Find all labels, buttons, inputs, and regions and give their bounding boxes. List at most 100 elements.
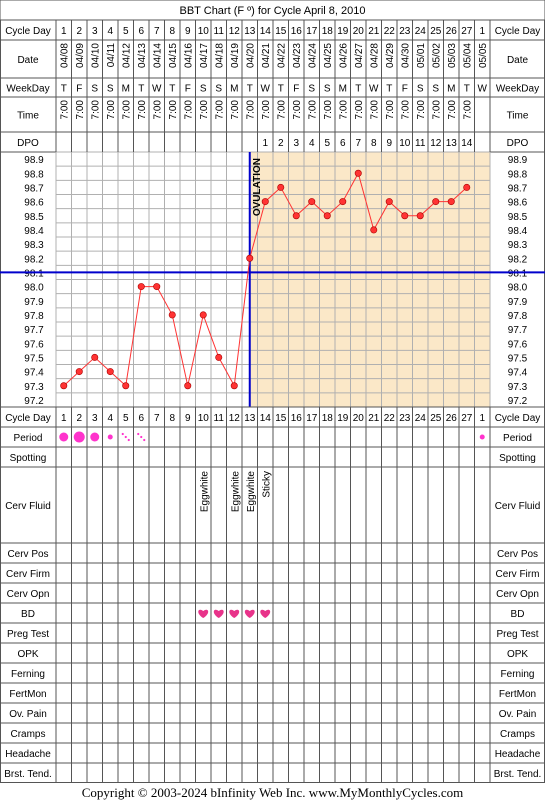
weekday-cell: S bbox=[308, 84, 315, 95]
weekday-cell: T bbox=[464, 84, 470, 95]
weekday-cell: T bbox=[355, 84, 361, 95]
dpo-cell: 13 bbox=[446, 138, 458, 149]
dpo-label-left: DPO bbox=[17, 138, 39, 149]
heart-icon bbox=[229, 609, 240, 618]
dpo-cell: 12 bbox=[430, 138, 442, 149]
dpo-cell: 2 bbox=[278, 138, 284, 149]
preg_test-label-right: Preg Test bbox=[496, 629, 538, 640]
cycle_day-cell: 20 bbox=[353, 26, 365, 37]
weekday-cell: T bbox=[386, 84, 392, 95]
cycle-day-cell-bottom: 21 bbox=[368, 413, 380, 424]
ferning-label-right: Ferning bbox=[501, 669, 535, 680]
weekday-cell: S bbox=[215, 84, 222, 95]
weekday-cell: M bbox=[447, 84, 455, 95]
cycle-day-cell-bottom: 25 bbox=[430, 413, 442, 424]
weekday-cell: S bbox=[432, 84, 439, 95]
preg_test-label-left: Preg Test bbox=[7, 629, 49, 640]
y-tick-right: 98.4 bbox=[508, 226, 528, 237]
cycle-day-cell-bottom: 9 bbox=[185, 413, 191, 424]
cycle_day-cell: 4 bbox=[107, 26, 113, 37]
cerv_opn-label-right: Cerv Opn bbox=[496, 589, 539, 600]
cycle_day-cell: 6 bbox=[138, 26, 144, 37]
time-cell: 7:00 bbox=[152, 100, 163, 120]
bd-label-right: BD bbox=[511, 609, 525, 620]
time-label-right: Time bbox=[507, 111, 529, 122]
date-label-left: Date bbox=[17, 55, 39, 66]
period-dot-icon bbox=[90, 432, 100, 442]
time-cell: 7:00 bbox=[75, 100, 86, 120]
temperature-point bbox=[447, 198, 455, 206]
spotting-label-right: Spotting bbox=[499, 453, 536, 464]
dpo-cell: 7 bbox=[355, 138, 361, 149]
cycle-day-cell-bottom: 22 bbox=[384, 413, 396, 424]
cycle-day-cell-bottom: 7 bbox=[154, 413, 160, 424]
date-cell: 04/20 bbox=[245, 43, 256, 68]
temperature-point bbox=[137, 283, 145, 291]
period-dot-icon bbox=[73, 431, 85, 443]
y-tick-right: 98.9 bbox=[508, 155, 528, 166]
y-tick-left: 98.8 bbox=[24, 169, 44, 180]
cycle_day-cell: 7 bbox=[154, 26, 160, 37]
weekday-cell: S bbox=[324, 84, 331, 95]
cycle_day-label-left: Cycle Day bbox=[5, 26, 51, 37]
temperature-point bbox=[323, 212, 331, 220]
chart-title: BBT Chart (F º) for Cycle April 8, 2010 bbox=[180, 5, 366, 17]
cycle-day-cell-bottom: 19 bbox=[337, 413, 349, 424]
date-cell: 04/28 bbox=[369, 43, 380, 68]
y-tick-left: 98.6 bbox=[24, 198, 44, 209]
date-cell: 04/23 bbox=[292, 43, 303, 68]
weekday-cell: M bbox=[122, 84, 130, 95]
fertmon-label-right: FertMon bbox=[499, 689, 536, 700]
cycle-day-cell-bottom: 24 bbox=[415, 413, 427, 424]
cycle-day-cell-bottom: 2 bbox=[76, 413, 82, 424]
title-bar bbox=[0, 0, 545, 20]
date-cell: 04/22 bbox=[276, 43, 287, 68]
weekday-cell: F bbox=[293, 84, 299, 95]
time-cell: 7:00 bbox=[199, 100, 210, 120]
y-tick-right: 98.6 bbox=[508, 198, 528, 209]
y-tick-left: 98.4 bbox=[24, 226, 44, 237]
cycle-day-cell-bottom: 5 bbox=[123, 413, 129, 424]
temperature-point bbox=[215, 353, 223, 361]
time-cell: 7:00 bbox=[261, 100, 272, 120]
cycle-day-cell-bottom: 8 bbox=[169, 413, 175, 424]
dpo-cell: 9 bbox=[386, 138, 392, 149]
cycle-day-cell-bottom: 4 bbox=[107, 413, 113, 424]
y-tick-right: 97.5 bbox=[508, 353, 528, 364]
cycle_day-cell: 21 bbox=[368, 26, 380, 37]
date-cell: 05/04 bbox=[462, 43, 473, 68]
cycle_day-cell: 16 bbox=[291, 26, 303, 37]
dpo-cell: 10 bbox=[399, 138, 411, 149]
fertmon-label-left: FertMon bbox=[9, 689, 46, 700]
y-tick-right: 98.5 bbox=[508, 212, 528, 223]
temperature-point bbox=[75, 368, 83, 376]
time-cell: 7:00 bbox=[214, 100, 225, 120]
ferning-label-left: Ferning bbox=[11, 669, 45, 680]
cycle_day-cell: 25 bbox=[430, 26, 442, 37]
time-cell: 7:00 bbox=[354, 100, 365, 120]
cycle_day-cell: 12 bbox=[229, 26, 241, 37]
cycle-day-cell-bottom: 1 bbox=[61, 413, 67, 424]
y-tick-left: 98.2 bbox=[24, 254, 44, 265]
weekday-label-right: WeekDay bbox=[496, 84, 539, 95]
dpo-cell: 3 bbox=[293, 138, 299, 149]
date-cell: 04/14 bbox=[152, 43, 163, 68]
cycle-day-cell-bottom: 3 bbox=[92, 413, 98, 424]
y-tick-left: 97.5 bbox=[24, 353, 44, 364]
date-cell: 04/11 bbox=[106, 43, 117, 68]
y-tick-right: 98.3 bbox=[508, 240, 528, 251]
cycle-day-cell-bottom: 20 bbox=[353, 413, 365, 424]
temperature-point bbox=[261, 198, 269, 206]
date-cell: 04/25 bbox=[323, 43, 334, 68]
y-tick-right: 98.2 bbox=[508, 254, 528, 265]
date-cell: 04/13 bbox=[137, 43, 148, 68]
copyright-footer: Copyright © 2003-2024 bInfinity Web Inc.… bbox=[81, 785, 464, 800]
cycle-day-cell-bottom: 14 bbox=[260, 413, 272, 424]
date-cell: 04/21 bbox=[261, 43, 272, 68]
time-cell: 7:00 bbox=[431, 100, 442, 120]
cycle_day-cell: 11 bbox=[214, 26, 225, 37]
weekday-label-left: WeekDay bbox=[6, 84, 49, 95]
cycle-day-cell-bottom: 18 bbox=[322, 413, 334, 424]
cramps-label-left: Cramps bbox=[10, 729, 45, 740]
